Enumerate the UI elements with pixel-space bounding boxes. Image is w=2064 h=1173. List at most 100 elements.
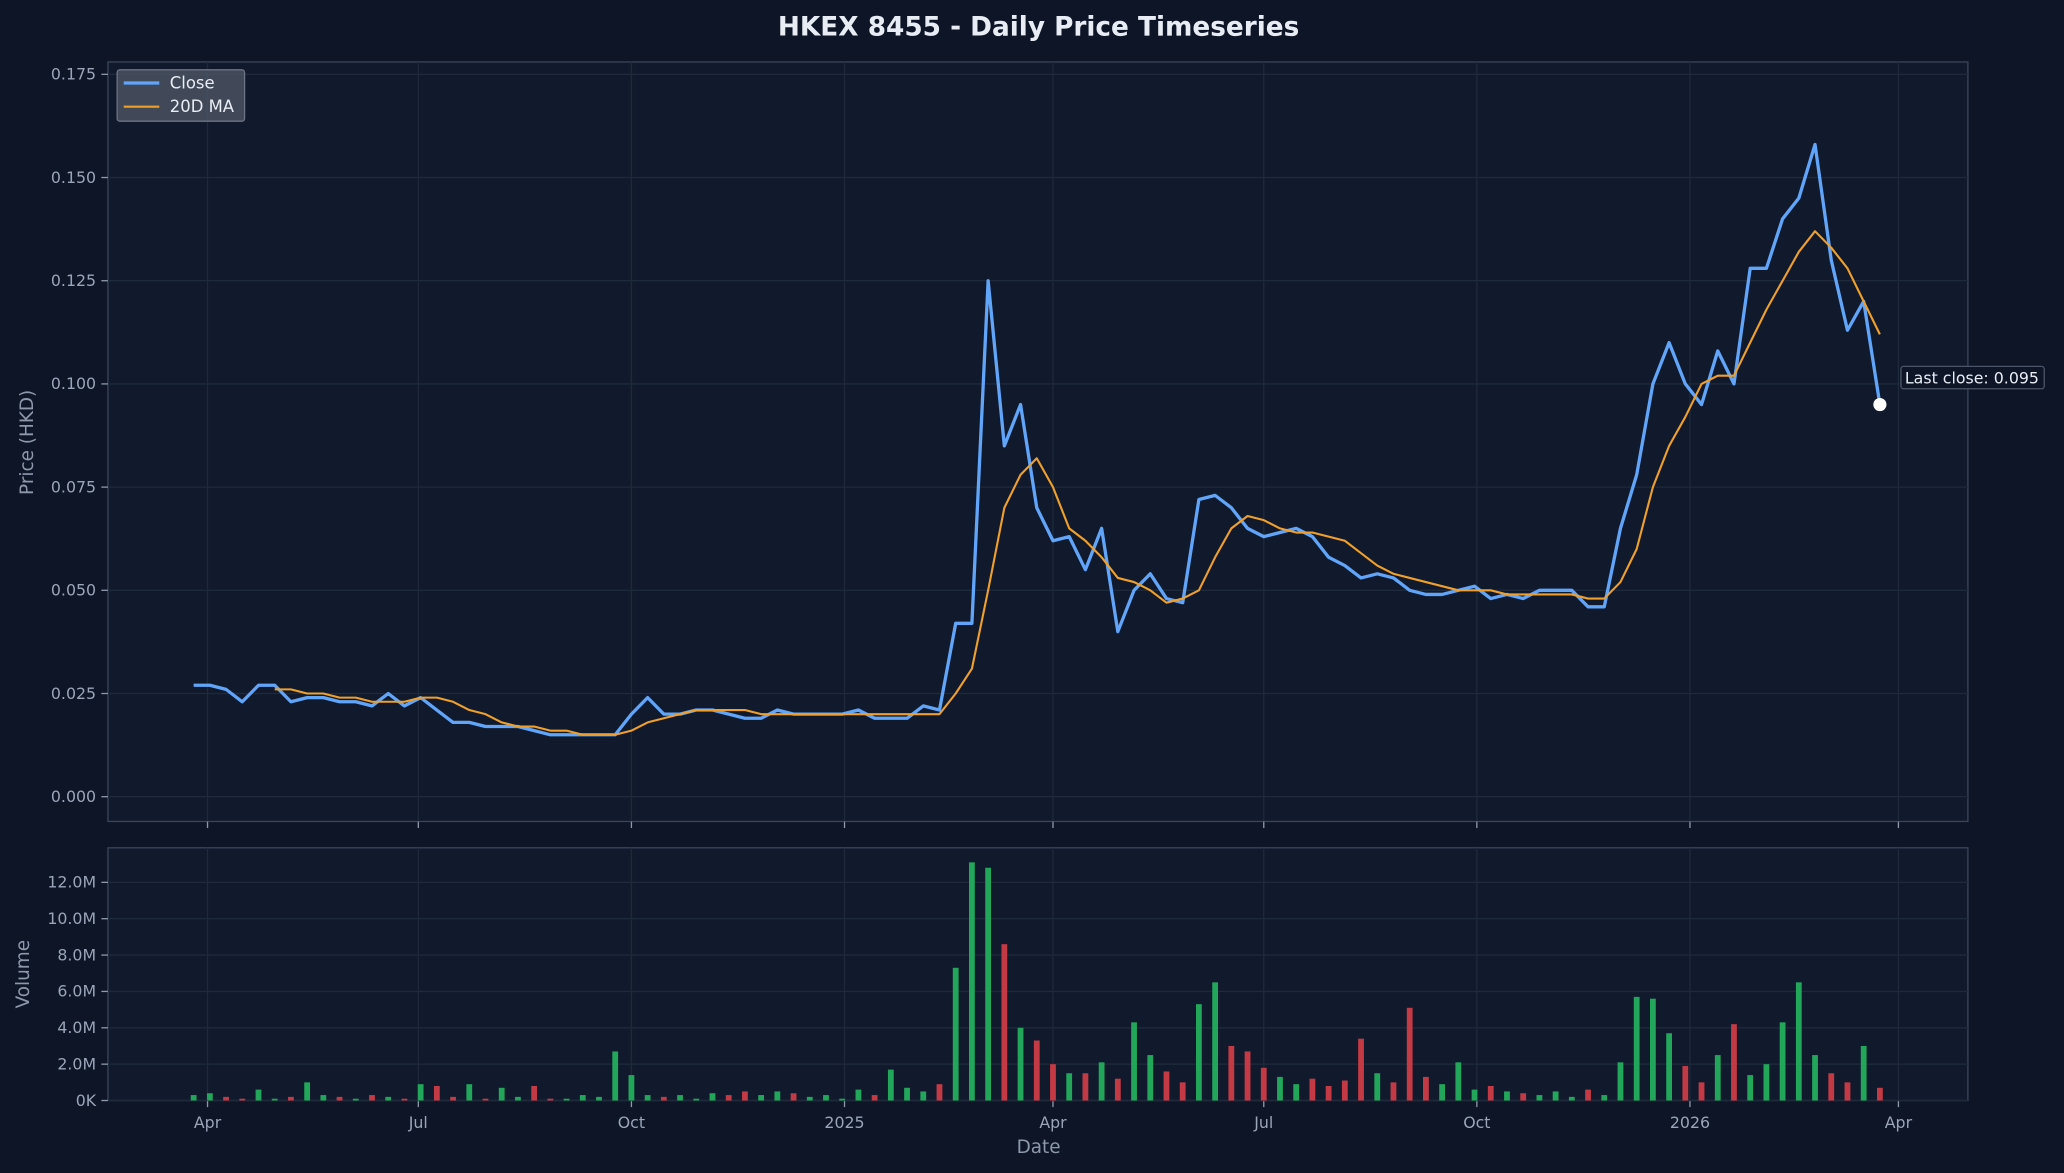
y-tick-label: 0.175 — [51, 65, 96, 84]
volume-bar — [904, 1087, 910, 1101]
volume-bar — [1731, 1024, 1737, 1101]
volume-bar — [304, 1082, 311, 1101]
chart-title: HKEX 8455 - Daily Price Timeseries — [778, 13, 1299, 43]
volume-bar — [985, 867, 992, 1101]
volume-bar — [271, 1098, 278, 1101]
volume-bar — [401, 1098, 408, 1101]
volume-bar — [725, 1095, 732, 1101]
volume-bar — [433, 1085, 440, 1101]
volume-bar — [1098, 1062, 1105, 1101]
volume-bar — [774, 1091, 781, 1101]
volume-bar — [563, 1098, 570, 1101]
volume-tick-label: 0K — [76, 1091, 97, 1110]
volume-bar — [1520, 1093, 1527, 1101]
volume-bar — [1260, 1067, 1267, 1101]
volume-bar — [190, 1095, 197, 1101]
volume-bar — [1649, 998, 1656, 1101]
volume-bar — [1666, 1033, 1673, 1101]
volume-bar — [742, 1091, 748, 1101]
volume-bar — [1487, 1085, 1494, 1101]
volume-bar — [1763, 1064, 1770, 1101]
volume-tick-label: 10.0M — [47, 909, 96, 928]
volume-bar — [320, 1095, 327, 1101]
legend-label: Close — [170, 73, 215, 92]
volume-bar — [288, 1096, 294, 1101]
volume-bar — [644, 1095, 651, 1101]
volume-bar — [969, 862, 975, 1101]
volume-bar — [1179, 1082, 1186, 1101]
series-line — [274, 230, 1881, 736]
y-tick-label: 0.100 — [51, 374, 96, 393]
volume-bar — [1212, 982, 1219, 1101]
volume-bar — [223, 1096, 229, 1101]
volume-bar — [839, 1098, 846, 1101]
volume-bar — [1844, 1082, 1851, 1101]
volume-bar — [1390, 1082, 1397, 1101]
volume-bar — [1423, 1076, 1429, 1101]
volume-bar — [1147, 1055, 1154, 1101]
volume-bar — [1066, 1073, 1073, 1101]
volume-bar — [369, 1095, 375, 1101]
volume-bar — [1196, 1004, 1202, 1101]
legend: Close 20D MA — [116, 69, 246, 122]
volume-bar — [255, 1089, 262, 1101]
annotation-text: Last close: 0.095 — [1905, 368, 2039, 387]
y-tick-label: 0.075 — [51, 477, 96, 496]
volume-bar — [660, 1096, 667, 1101]
x-tick-label: Apr — [1885, 1113, 1913, 1132]
volume-bar — [1163, 1071, 1170, 1101]
y-tick-label: 0.125 — [51, 271, 96, 290]
volume-bar — [515, 1096, 521, 1101]
y-tick-label: 0.150 — [51, 168, 96, 187]
volume-bar — [1601, 1095, 1608, 1101]
volume-tick-label: 8.0M — [57, 945, 96, 964]
volume-bar — [1633, 996, 1640, 1101]
volume-tick-label: 2.0M — [57, 1054, 96, 1073]
volume-tick-label: 12.0M — [47, 873, 96, 892]
volume-bar — [1277, 1076, 1283, 1101]
volume-bar — [871, 1095, 878, 1101]
volume-bar — [1795, 982, 1802, 1101]
volume-bar — [1439, 1084, 1446, 1101]
volume-bar — [1682, 1065, 1689, 1101]
volume-bar — [1568, 1096, 1575, 1101]
volume-bar — [579, 1095, 586, 1101]
volume-bar — [1504, 1091, 1510, 1101]
volume-bar — [1050, 1064, 1056, 1101]
x-tick-label: 2025 — [824, 1113, 864, 1132]
volume-bar — [1812, 1055, 1818, 1101]
annotation-box — [1900, 365, 2045, 390]
volume-tick-label: 4.0M — [57, 1018, 96, 1037]
volume-bar — [417, 1084, 424, 1101]
volume-bar — [920, 1091, 927, 1101]
volume-bar — [1228, 1045, 1235, 1101]
volume-bar — [1698, 1082, 1705, 1101]
volume-bar — [1585, 1089, 1591, 1101]
volume-bar — [806, 1096, 813, 1101]
volume-bar — [1747, 1075, 1754, 1101]
volume-bar — [612, 1051, 619, 1101]
volume-bar — [1828, 1073, 1835, 1101]
volume-bar — [628, 1075, 635, 1101]
y-axis-label: Price (HKD) — [17, 390, 38, 495]
volume-bar — [1033, 1040, 1040, 1101]
price-plot-area — [107, 61, 1969, 823]
volume-bar — [1406, 1007, 1413, 1101]
volume-bar — [1876, 1087, 1883, 1101]
volume-bar — [1374, 1073, 1381, 1101]
volume-bar — [1779, 1022, 1786, 1101]
volume-axis-label: Volume — [13, 940, 34, 1008]
volume-bar — [1082, 1073, 1089, 1101]
x-tick-label: Apr — [194, 1113, 222, 1132]
volume-bar — [547, 1098, 554, 1101]
volume-bar — [1536, 1095, 1543, 1101]
y-tick-label: 0.025 — [51, 684, 96, 703]
volume-bar — [1455, 1062, 1462, 1101]
legend-label: 20D MA — [170, 97, 235, 116]
x-tick-label: Oct — [1463, 1113, 1490, 1132]
volume-bar — [823, 1095, 829, 1101]
volume-bar — [1358, 1038, 1364, 1101]
x-axis-label: Date — [1017, 1137, 1061, 1158]
